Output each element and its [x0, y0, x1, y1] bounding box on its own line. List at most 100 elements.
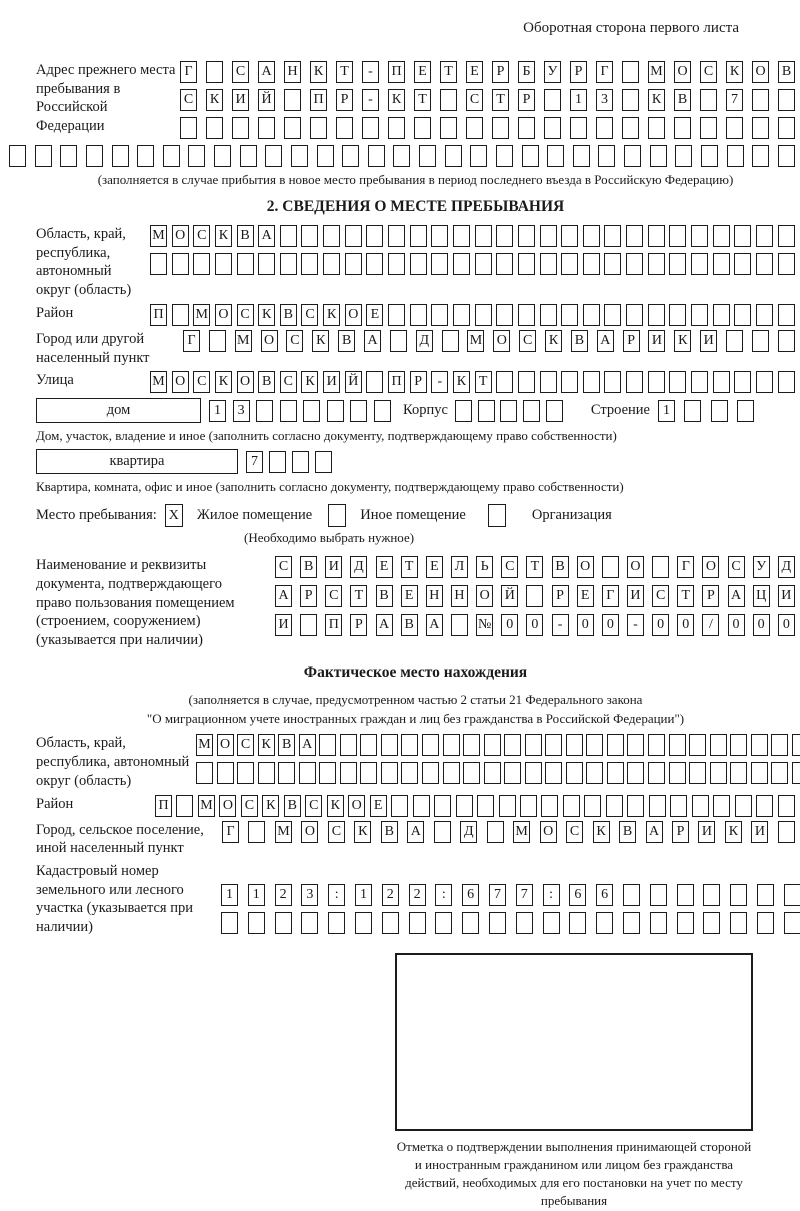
char-box[interactable]: 6	[462, 883, 480, 906]
char-box[interactable]	[624, 145, 641, 167]
char-box[interactable]: В	[778, 61, 795, 83]
char-box[interactable]	[366, 225, 384, 247]
char-box[interactable]	[596, 117, 613, 139]
char-box[interactable]	[700, 89, 717, 111]
char-box[interactable]	[323, 225, 341, 247]
char-box[interactable]: О	[260, 329, 278, 352]
stay-type-checkbox-inoe[interactable]	[328, 504, 347, 528]
char-box[interactable]	[470, 145, 488, 167]
char-box[interactable]	[756, 911, 774, 934]
char-box[interactable]	[730, 762, 748, 785]
char-box[interactable]: В	[551, 556, 569, 579]
char-box[interactable]: К	[323, 303, 341, 326]
char-box[interactable]	[604, 225, 622, 247]
char-box[interactable]	[431, 303, 449, 326]
char-box[interactable]	[752, 89, 769, 111]
char-box[interactable]	[60, 145, 78, 167]
char-box[interactable]: В	[300, 556, 318, 579]
char-box[interactable]	[622, 117, 639, 139]
char-box[interactable]	[669, 303, 687, 326]
char-box[interactable]: И	[325, 556, 343, 579]
char-box[interactable]	[730, 911, 748, 934]
char-box[interactable]: Р	[518, 89, 535, 111]
char-box[interactable]	[605, 794, 623, 817]
char-box[interactable]	[598, 145, 616, 167]
char-box[interactable]: М	[648, 61, 665, 83]
char-box[interactable]	[442, 762, 460, 785]
char-box[interactable]	[342, 145, 360, 167]
char-box[interactable]	[669, 371, 687, 394]
char-box[interactable]: Д	[415, 329, 433, 352]
char-box[interactable]: 1	[657, 399, 675, 422]
char-box[interactable]: 2	[274, 883, 292, 906]
char-box[interactable]	[756, 794, 774, 817]
char-box[interactable]	[647, 371, 665, 394]
char-box[interactable]	[734, 253, 752, 275]
char-box[interactable]	[622, 911, 640, 934]
char-box[interactable]: Д	[460, 820, 478, 843]
char-box[interactable]: 0	[501, 614, 519, 637]
char-box[interactable]	[649, 145, 667, 167]
char-box[interactable]	[442, 734, 460, 757]
char-box[interactable]: С	[501, 556, 519, 579]
char-box[interactable]	[496, 303, 514, 326]
char-box[interactable]	[301, 253, 319, 275]
char-box[interactable]: О	[539, 820, 557, 843]
char-box[interactable]	[604, 371, 622, 394]
char-box[interactable]: -	[551, 614, 569, 637]
char-box[interactable]	[474, 303, 492, 326]
char-box[interactable]	[435, 911, 453, 934]
char-box[interactable]	[279, 253, 297, 275]
char-box[interactable]: 7	[246, 450, 263, 473]
char-box[interactable]	[258, 253, 276, 275]
char-box[interactable]	[730, 734, 748, 757]
char-box[interactable]	[431, 225, 449, 247]
char-box[interactable]: К	[648, 89, 665, 111]
char-box[interactable]	[668, 762, 686, 785]
char-box[interactable]	[391, 794, 409, 817]
char-box[interactable]	[474, 253, 492, 275]
char-box[interactable]	[339, 762, 357, 785]
char-box[interactable]: Г	[601, 585, 619, 608]
char-box[interactable]	[586, 734, 604, 757]
char-box[interactable]	[409, 303, 427, 326]
char-box[interactable]: К	[354, 820, 372, 843]
char-box[interactable]	[258, 117, 275, 139]
char-box[interactable]	[523, 399, 541, 422]
char-box[interactable]	[778, 117, 795, 139]
char-box[interactable]: К	[206, 89, 223, 111]
char-box[interactable]	[328, 911, 346, 934]
char-box[interactable]: Ц	[752, 585, 770, 608]
char-box[interactable]: С	[237, 734, 255, 757]
char-box[interactable]	[561, 253, 579, 275]
char-box[interactable]	[150, 253, 167, 275]
char-box[interactable]	[544, 117, 561, 139]
char-box[interactable]	[248, 820, 266, 843]
char-box[interactable]: Н	[284, 61, 301, 83]
char-box[interactable]: Г	[180, 61, 197, 83]
char-box[interactable]	[326, 399, 344, 422]
char-box[interactable]: А	[364, 329, 382, 352]
char-box[interactable]: 0	[677, 614, 695, 637]
char-box[interactable]	[606, 762, 624, 785]
char-box[interactable]	[777, 225, 795, 247]
char-box[interactable]	[409, 225, 427, 247]
char-box[interactable]	[412, 794, 430, 817]
char-box[interactable]	[284, 89, 301, 111]
char-box[interactable]	[360, 762, 378, 785]
char-box[interactable]: С	[727, 556, 745, 579]
char-box[interactable]	[517, 371, 535, 394]
char-box[interactable]: С	[652, 585, 670, 608]
char-box[interactable]	[539, 225, 557, 247]
char-box[interactable]	[752, 145, 770, 167]
char-box[interactable]	[208, 329, 226, 352]
char-box[interactable]: Р	[409, 371, 427, 394]
char-box[interactable]	[750, 734, 768, 757]
char-box[interactable]: П	[150, 303, 167, 326]
char-box[interactable]	[570, 117, 587, 139]
char-box[interactable]: Д	[350, 556, 368, 579]
char-box[interactable]: П	[388, 61, 405, 83]
char-box[interactable]: С	[327, 820, 345, 843]
char-box[interactable]	[301, 225, 319, 247]
char-box[interactable]	[486, 820, 504, 843]
